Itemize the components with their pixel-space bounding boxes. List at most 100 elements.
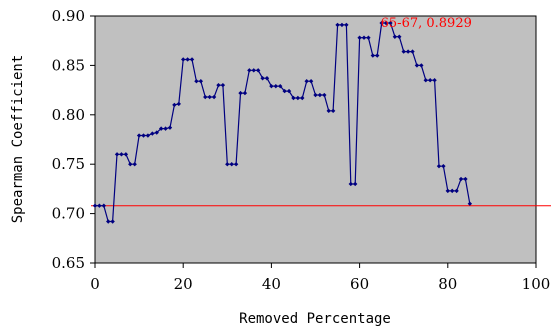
data-point [366,35,371,40]
data-point [357,35,362,40]
y-tick-label: 0.80 [52,106,85,124]
data-point [427,78,433,83]
y-tick-label: 0.90 [52,7,85,25]
data-point [278,83,283,89]
data-point [436,163,442,169]
data-point [123,152,129,157]
data-point [432,78,437,83]
data-point [286,88,292,94]
data-point [264,76,270,81]
data-point [132,162,137,167]
data-point [450,188,455,194]
data-point [114,152,120,157]
data-point [145,133,151,138]
data-point [225,162,230,167]
data-point [454,188,459,194]
data-point [216,82,221,88]
data-point [101,203,107,208]
data-point [136,133,142,138]
data-point [352,181,358,187]
data-point [348,181,353,187]
series-markers [92,20,473,224]
data-point [361,35,367,40]
data-point [273,83,279,89]
data-point [317,92,323,98]
data-point [242,90,248,96]
x-tick-label: 0 [90,275,100,293]
data-point [238,90,243,96]
data-point [370,53,376,58]
peak-annotation: 65-67, 0.8929 [381,16,472,31]
data-point [176,101,181,107]
data-point [295,95,301,101]
data-point [189,57,195,62]
data-point [207,94,212,100]
data-point [419,63,424,68]
data-point [392,34,398,39]
data-point [335,22,340,28]
data-point [269,83,274,89]
x-tick-label: 20 [174,275,193,293]
x-tick-label: 100 [522,275,551,293]
data-point [458,176,464,182]
data-point [388,20,393,26]
data-point [220,82,226,88]
data-point [110,219,115,224]
x-tick-label: 60 [350,275,369,293]
data-point [330,108,336,114]
data-point [375,53,380,58]
data-point [97,203,102,208]
data-point [141,133,146,138]
axis-ticks: 0.65 0.70 0.75 0.80 0.85 0.90 0 20 40 60 80 100 [52,7,551,293]
data-point [300,95,305,101]
data-point [313,92,318,98]
data-point [255,68,261,73]
data-point [423,78,428,83]
data-point [163,126,168,131]
x-tick-label: 80 [438,275,457,293]
y-tick-label: 0.75 [52,155,85,173]
data-point [308,79,314,84]
data-point [167,125,173,130]
data-point [185,57,190,62]
data-point [467,201,473,206]
data-point [119,152,124,157]
data-point [322,92,327,98]
data-point [326,108,331,114]
data-point [198,79,204,84]
data-point [291,95,296,101]
data-point [445,188,450,194]
data-point [154,130,159,135]
data-point [203,94,208,100]
data-point [410,49,415,54]
data-point [247,68,252,73]
y-tick-label: 0.70 [52,205,85,223]
data-point [260,76,265,81]
data-point [158,126,164,131]
data-point [172,102,177,108]
data-point [106,219,111,224]
x-tick-label: 40 [262,275,281,293]
data-point [194,79,199,84]
data-point [211,94,217,100]
data-point [414,63,420,68]
data-point [463,176,468,182]
x-axis-title: Removed Percentage [239,311,391,327]
data-point [229,162,234,167]
data-point [150,131,155,136]
data-point [397,34,402,39]
data-point [92,203,98,208]
y-axis-title: Spearman Coefficient [10,55,26,224]
data-point [339,22,345,28]
data-point [405,49,411,54]
y-tick-label: 0.65 [52,254,85,272]
data-point [344,22,349,28]
data-point [383,20,389,26]
plot-area [94,15,537,264]
data-point [441,163,446,169]
data-point [233,162,239,167]
data-point [251,68,256,73]
y-tick-label: 0.85 [52,56,85,74]
data-point [304,79,309,84]
